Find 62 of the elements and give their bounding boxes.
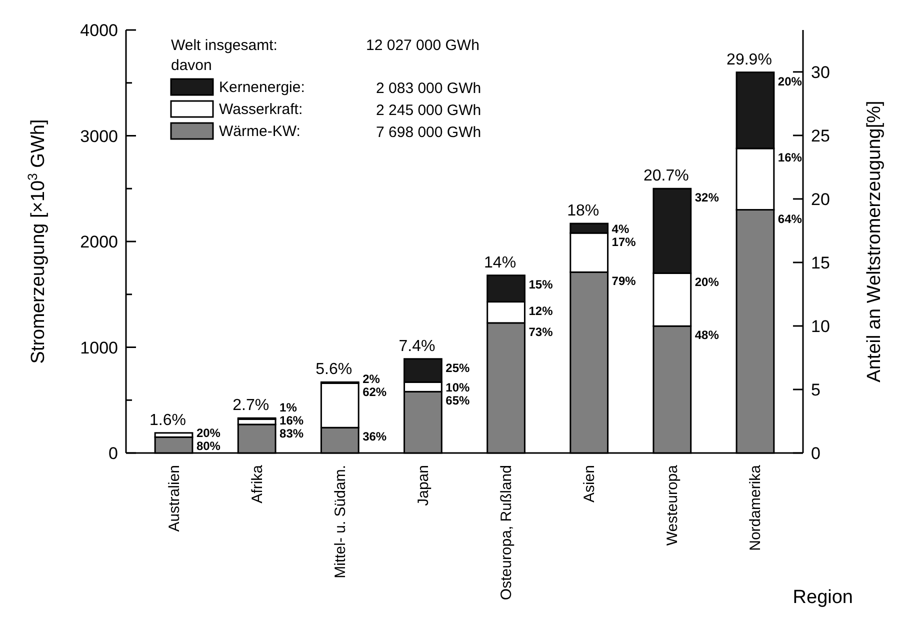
y-tick-label: 0 (108, 444, 118, 463)
y2-tick-label: 0 (811, 444, 820, 463)
y2-tick-label: 15 (811, 253, 830, 272)
x-tick-label: Mittel- u. Südam. (332, 465, 349, 578)
annotation: 83% (280, 426, 304, 440)
legend-label: Wasserkraft: (219, 101, 303, 118)
y-tick-label: 1000 (80, 338, 118, 358)
x-tick-label: Japan (414, 465, 432, 506)
annotation: 20% (196, 426, 221, 440)
annotation: 14% (484, 254, 516, 272)
y2-tick-label: 5 (811, 380, 820, 400)
y2-tick-label: 30 (811, 62, 830, 82)
y-tick-label: 3000 (80, 126, 118, 146)
annotation: 2.7% (232, 397, 270, 414)
y2-tick-label: 20 (811, 190, 830, 209)
annotation: 2 245 000 GWh (376, 102, 482, 119)
annotation: 79% (612, 274, 636, 288)
annotation: 48% (694, 328, 720, 342)
x-tick-label: Australien (166, 465, 183, 532)
annotation: 80% (196, 439, 221, 454)
annotation: 15% (528, 277, 554, 292)
y-tick-label: 2000 (80, 232, 118, 252)
annotation: 20% (778, 74, 802, 88)
x-tick-label: Osteuropa, Rußland (498, 465, 516, 600)
annotation: 16% (280, 413, 304, 428)
annotation: davon (171, 57, 212, 74)
x-tick-label: Asien (581, 465, 598, 503)
annotation: 12 027 000 GWh (366, 37, 480, 54)
annotation: Welt insgesamt: (171, 37, 278, 54)
x-tick-label: Afrika (248, 464, 266, 504)
legend-label: Kernenergie: (219, 79, 305, 96)
annotation: 2 083 000 GWh (376, 80, 482, 97)
annotation: 2% (362, 372, 380, 386)
annotation: 64% (778, 212, 802, 226)
annotation: 10% (446, 380, 470, 395)
annotation: 29.9% (726, 51, 772, 68)
annotation: 20% (694, 275, 720, 290)
annotation: 25% (446, 360, 470, 375)
annotation: 4% (612, 222, 630, 236)
annotation: 20.7% (643, 168, 689, 185)
annotation: 7.4% (398, 338, 436, 355)
y2-tick-label: 25 (811, 126, 830, 146)
annotation: 16% (778, 150, 802, 164)
annotation: 17% (612, 235, 636, 250)
annotation: 65% (446, 394, 470, 408)
x-tick-label: Westeuropa (664, 464, 682, 546)
y2-axis-title: Anteil an Weltstromerzeugung[%] (864, 100, 885, 382)
x-tick-label: Nordamerika (747, 464, 764, 551)
annotation: 73% (528, 324, 554, 339)
annotation: 12% (528, 304, 554, 318)
annotation: 1% (280, 400, 298, 414)
y-tick-label: 4000 (80, 21, 118, 40)
annotation: 7 698 000 GWh (376, 124, 482, 141)
annotation: 32% (694, 190, 720, 205)
annotation: 62% (362, 385, 387, 400)
annotation: 5.6% (316, 361, 352, 378)
annotation: 18% (567, 202, 600, 220)
x-axis-title: Region (792, 587, 853, 608)
annotation: 36% (362, 430, 387, 444)
annotation: 1.6% (150, 412, 186, 429)
legend-label: Wärme-KW: (219, 123, 300, 140)
y2-tick-label: 10 (811, 316, 830, 336)
